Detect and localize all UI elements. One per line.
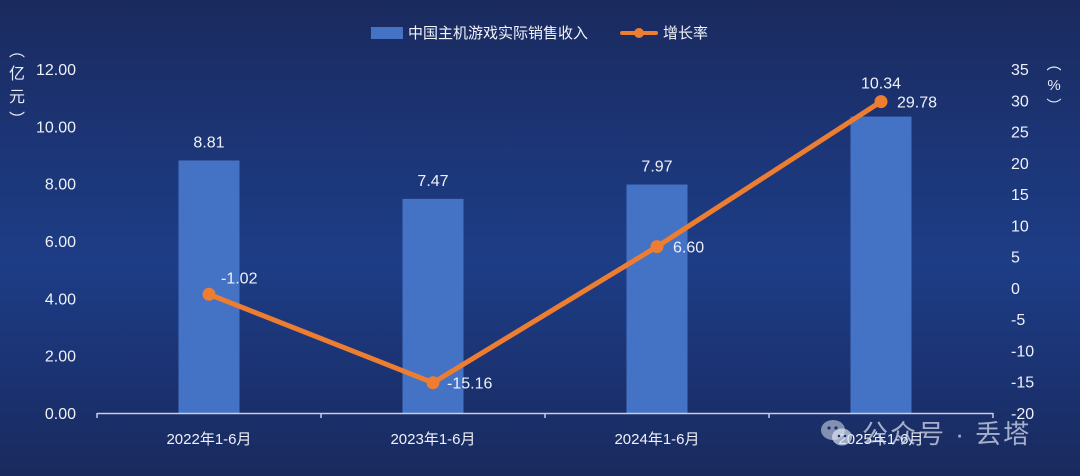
unit-char: 元 [8,89,25,106]
right-tick-label: 5 [1011,250,1020,267]
wechat-icon [821,419,852,445]
watermark-text: 公众号 · 丢塔 [862,419,1032,449]
left-tick-label: 2.00 [45,349,76,366]
left-tick-label: 8.00 [45,177,76,194]
bar-series [178,116,912,413]
watermark: 公众号 · 丢塔 [820,414,1031,451]
right-axis-unit: ︵ % ︶ [1043,54,1065,117]
line-value-label: 6.60 [673,240,704,257]
line-value-label: -1.02 [221,270,258,287]
data-labels: 8.81 7.47 7.97 10.34 -1.02 -15.16 6.60 29.78 [193,76,937,393]
bar-swatch-icon [371,26,403,39]
chart-legend: 中国主机游戏实际销售收入 增长率 [0,22,1080,46]
left-axis-unit: ︵ 亿 元 ︶ [8,40,26,132]
right-tick-label: 15 [1011,187,1029,204]
unit-char: 亿 [8,66,25,83]
right-tick-label: 30 [1011,93,1029,110]
left-tick-label: 10.00 [36,119,76,136]
line-value-label: -15.16 [447,376,492,393]
left-tick-label: 12.00 [36,62,76,79]
right-tick-label: 25 [1011,125,1029,142]
right-tick-label: 35 [1011,62,1029,79]
growth-line [206,99,884,386]
line-marker[interactable] [202,287,216,301]
legend-item-growth[interactable]: 增长率 [620,22,708,43]
unit-paren-close: ︶ [1046,98,1062,115]
legend-label-growth: 增长率 [663,25,709,42]
right-tick-label: -15 [1011,375,1034,392]
left-tick-label: 6.00 [45,234,76,251]
line-swatch-icon [620,27,658,38]
unit-char: % [1047,77,1061,94]
bar-value-label: 7.97 [641,159,672,176]
x-tick-label: 2025年1-6月 [838,431,923,448]
right-tick-label: -20 [1011,406,1034,423]
bar[interactable] [178,160,240,413]
right-tick-label: 20 [1011,156,1029,173]
left-axis-ticks: 12.00 10.00 8.00 6.00 4.00 2.00 0.00 [36,62,76,423]
bar[interactable] [850,116,912,413]
unit-paren-open: ︵ [8,43,25,60]
right-tick-label: 10 [1011,218,1029,235]
bar[interactable] [626,184,688,413]
line-marker[interactable] [650,240,664,254]
x-tick-label: 2022年1-6月 [166,431,251,448]
line-marker[interactable] [874,95,888,109]
right-tick-label: -5 [1011,312,1025,329]
left-tick-label: 4.00 [45,291,76,308]
line-value-label: 29.78 [897,95,937,112]
bar-value-label: 10.34 [861,76,901,93]
x-tick-label: 2023年1-6月 [390,431,475,448]
legend-item-revenue[interactable]: 中国主机游戏实际销售收入 [371,22,588,43]
line-marker[interactable] [426,376,440,390]
bar-value-label: 7.47 [417,173,448,190]
legend-label-revenue: 中国主机游戏实际销售收入 [408,25,589,42]
bar-value-label: 8.81 [193,134,224,151]
left-tick-label: 0.00 [45,406,76,423]
unit-paren-close: ︶ [8,112,25,129]
x-tick-label: 2024年1-6月 [614,431,699,448]
x-axis: 2022年1-6月 2023年1-6月 2024年1-6月 2025年1-6月 [96,412,994,448]
right-tick-label: 0 [1011,281,1020,298]
line-series [202,95,888,390]
unit-paren-open: ︵ [1046,56,1062,73]
right-axis-ticks: 35 30 25 20 15 10 5 0 -5 -10 -15 -20 [1011,62,1034,423]
right-tick-label: -10 [1011,343,1034,360]
